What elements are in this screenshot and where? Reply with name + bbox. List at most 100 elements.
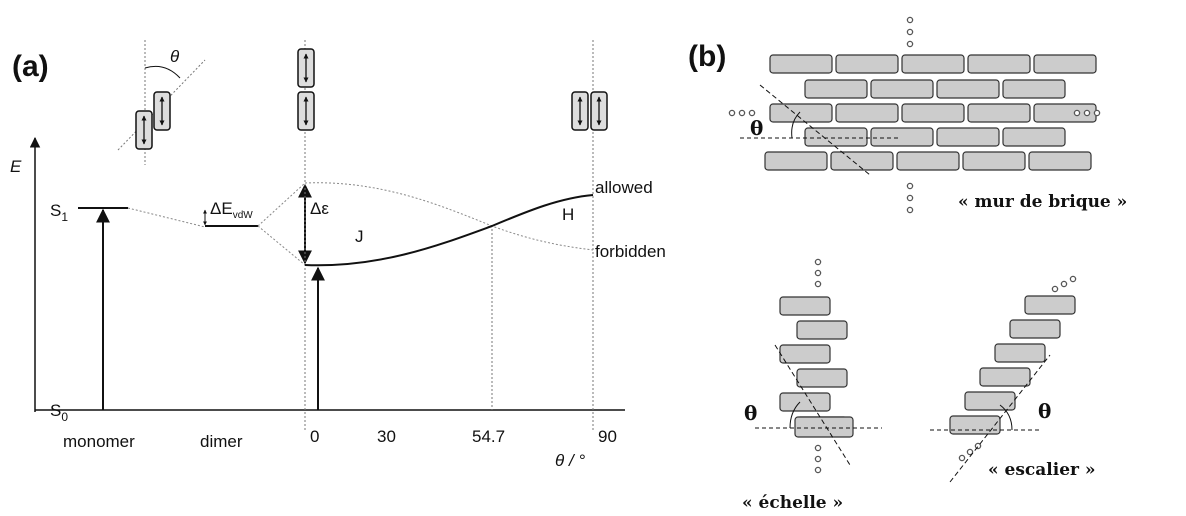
brick — [779, 296, 831, 316]
panel-b: (b) θ « mur de brique » θ « échelle » θ … — [688, 16, 1127, 513]
tick-label: 30 — [377, 427, 396, 446]
vdw-label: ΔEvdW — [210, 199, 253, 221]
brick — [830, 151, 894, 171]
brick — [835, 54, 899, 74]
molecule — [297, 48, 315, 88]
dot — [814, 269, 822, 277]
brick — [967, 54, 1031, 74]
forbidden-label: forbidden — [595, 242, 666, 261]
molecule — [153, 91, 171, 131]
panel-label: (a) — [12, 50, 49, 83]
angle-arc — [144, 65, 181, 79]
brick — [1002, 127, 1066, 147]
brick — [979, 367, 1031, 387]
brick — [1028, 151, 1092, 171]
stair-caption: « escalier » — [988, 460, 1096, 480]
ladder-angle: θ — [744, 401, 757, 425]
dot — [738, 109, 746, 117]
brick — [964, 391, 1016, 411]
energy-label: E — [10, 157, 22, 176]
monomer-label: monomer — [63, 432, 135, 451]
dot — [906, 206, 914, 214]
dot — [1060, 280, 1068, 288]
angle-axis — [117, 59, 206, 151]
brick — [936, 79, 1000, 99]
dot — [814, 258, 822, 266]
brick — [779, 344, 831, 364]
angle-label: θ — [170, 47, 180, 66]
brick — [870, 127, 934, 147]
ladder-caption: « échelle » — [742, 493, 843, 513]
dot — [814, 466, 822, 474]
vdw-sub: vdW — [233, 210, 254, 221]
j-label: J — [355, 227, 364, 246]
split-lines — [257, 182, 306, 266]
shift-line — [127, 207, 206, 228]
brick — [1002, 79, 1066, 99]
dot — [814, 455, 822, 463]
stair-direction — [949, 354, 1051, 483]
brick — [870, 79, 934, 99]
h-label: H — [562, 205, 574, 224]
dot — [1051, 285, 1059, 293]
brick — [1033, 54, 1097, 74]
s0-label: S0 — [50, 401, 68, 424]
brick — [901, 103, 965, 123]
allowed-label: allowed — [595, 178, 653, 197]
bricks — [728, 16, 1101, 474]
brick — [796, 368, 848, 388]
stair-angle: θ — [1038, 399, 1051, 423]
brick — [962, 151, 1026, 171]
dot — [814, 280, 822, 288]
forbidden-curve — [304, 182, 594, 251]
brick — [804, 127, 868, 147]
dot — [1093, 109, 1101, 117]
dot — [814, 444, 822, 452]
angle-arc — [999, 404, 1013, 431]
brick — [769, 103, 833, 123]
x-axis-label: θ / ° — [555, 451, 585, 470]
brick — [1009, 319, 1061, 339]
brick — [835, 103, 899, 123]
brick — [896, 151, 960, 171]
tick-label: 90 — [598, 427, 617, 446]
dot — [1069, 275, 1077, 283]
tick-label: 0 — [310, 427, 319, 446]
brick — [994, 343, 1046, 363]
molecule — [571, 91, 589, 131]
allowed-curve — [304, 194, 594, 267]
angle-arc — [789, 401, 801, 429]
s1-label: S1 — [50, 201, 68, 224]
s0-main: S — [50, 401, 61, 420]
dot — [906, 28, 914, 36]
dot — [906, 182, 914, 190]
brick — [1024, 295, 1076, 315]
panel-a: (a) E S1 S0 ΔEvdW Δε J H allowed forbidd… — [10, 40, 666, 470]
vdw-main: ΔE — [210, 199, 233, 218]
molecules — [135, 48, 608, 150]
tick-label: 54.7 — [472, 427, 505, 446]
brick — [901, 54, 965, 74]
angle-arc — [791, 111, 801, 139]
panel-label: (b) — [688, 40, 726, 73]
dot — [966, 448, 974, 456]
brick — [794, 416, 854, 438]
brick — [967, 103, 1031, 123]
s1-sub: 1 — [61, 210, 68, 224]
dot — [748, 109, 756, 117]
splitting-label: Δε — [310, 199, 329, 218]
brick — [804, 79, 868, 99]
molecule — [590, 91, 608, 131]
dot — [958, 454, 966, 462]
dot — [728, 109, 736, 117]
brick — [936, 127, 1000, 147]
dot — [906, 194, 914, 202]
brick — [779, 392, 831, 412]
dimer-label: dimer — [200, 432, 243, 451]
s0-sub: 0 — [61, 410, 68, 424]
brick — [769, 54, 833, 74]
dot — [906, 16, 914, 24]
molecule — [135, 110, 153, 150]
brick — [796, 320, 848, 340]
